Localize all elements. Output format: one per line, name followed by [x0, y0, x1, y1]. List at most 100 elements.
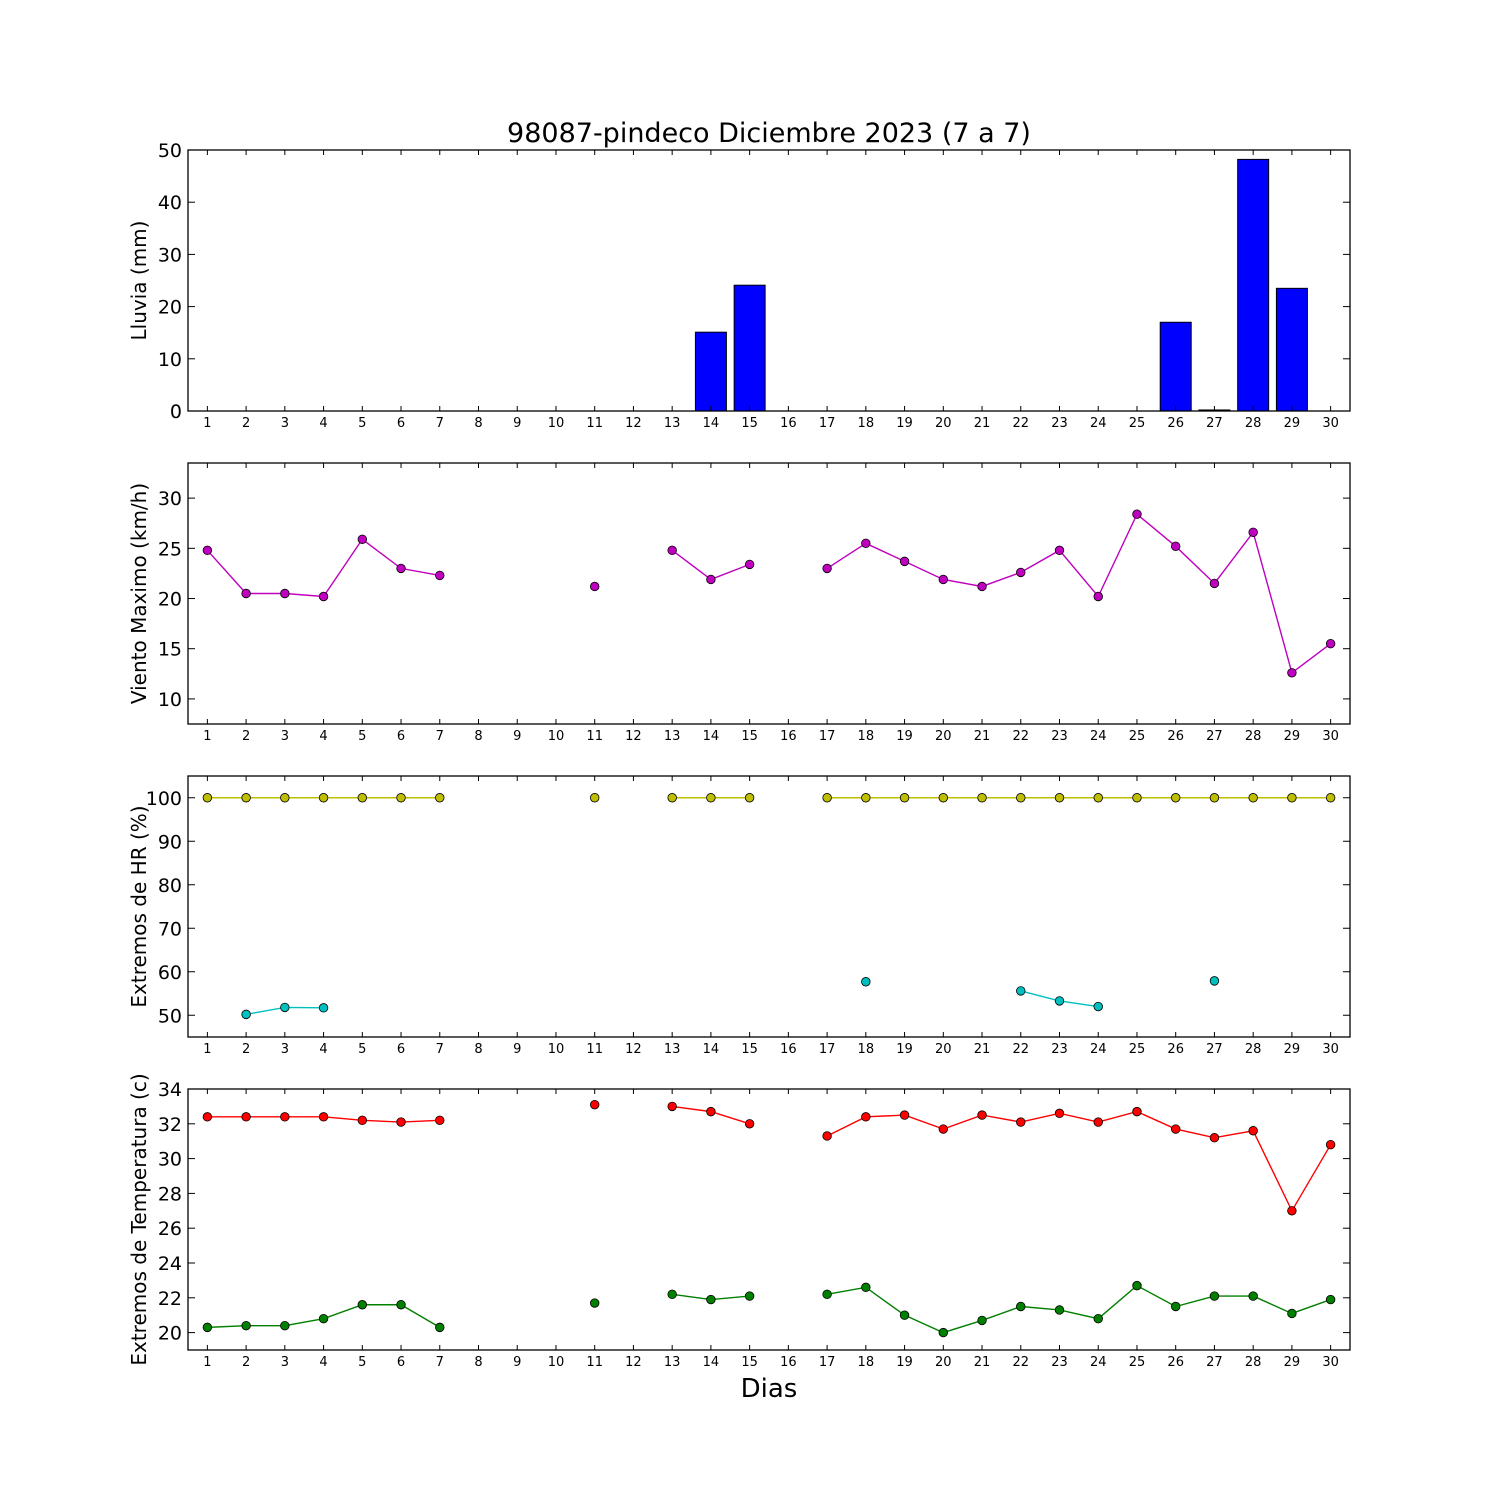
y-axis-label: Extremos de HR (%)	[127, 805, 151, 1007]
x-tick-label: 29	[1284, 729, 1301, 744]
x-tick-label: 21	[974, 729, 991, 744]
y-tick-label: 100	[146, 788, 182, 810]
x-tick-label: 26	[1167, 729, 1184, 744]
x-tick-label: 11	[586, 1355, 603, 1370]
x-tick-label: 4	[319, 416, 327, 431]
x-tick-label: 20	[935, 1355, 952, 1370]
x-tick-label: 30	[1322, 1042, 1339, 1057]
series-1-point-day-5	[357, 534, 368, 544]
series-1-point-day-27	[1209, 1133, 1220, 1143]
x-tick-label: 14	[703, 1355, 720, 1370]
x-tick-label: 19	[896, 416, 913, 431]
y-tick-label: 50	[158, 1005, 182, 1027]
x-tick-label: 10	[548, 729, 565, 744]
x-tick-label: 23	[1051, 416, 1068, 431]
series-1-point-day-30	[1325, 793, 1336, 803]
x-tick-label: 1	[203, 729, 211, 744]
series-2-point-day-1	[202, 1322, 213, 1333]
panel-3: 1 2 3 4 5 6 7 8 9 10 11 12 13 14 15 16 17 18 19 20 21 22 23 24 2…	[127, 775, 1351, 1057]
x-tick-label: 27	[1206, 729, 1223, 744]
series-1-point-day-2	[241, 793, 251, 803]
series-1-point-day-7	[435, 793, 445, 803]
x-tick-label: 18	[858, 416, 875, 431]
x-tick-label: 29	[1284, 416, 1301, 431]
series-1-point-day-4	[318, 591, 329, 602]
x-tick-label: 3	[281, 416, 289, 431]
series-2-point-day-22	[1016, 1301, 1026, 1312]
x-tick-label: 4	[319, 1355, 327, 1370]
x-tick-label: 5	[358, 1355, 366, 1370]
x-tick-label: 22	[1012, 1355, 1029, 1370]
x-tick-label: 2	[242, 416, 250, 431]
series-2-point-day-28	[1248, 1291, 1258, 1301]
series-1-point-day-6	[396, 563, 406, 574]
series-2-point-day-23	[1054, 996, 1065, 1006]
series-2-point-day-6	[396, 1300, 406, 1310]
series-1-point-day-1	[202, 1112, 213, 1122]
x-tick-label: 12	[625, 1355, 642, 1370]
x-tick-label: 25	[1129, 729, 1146, 744]
x-tick-label: 25	[1129, 416, 1146, 431]
series-2-point-day-7	[435, 1322, 445, 1333]
panel-frame	[187, 149, 1351, 412]
y-tick-label: 20	[158, 589, 182, 611]
series-2-point-day-3	[280, 1002, 290, 1013]
series-2-point-day-21	[977, 1315, 987, 1326]
series-2-point-day-5	[357, 1300, 368, 1310]
x-tick-label: 1	[203, 1355, 211, 1370]
x-tick-label: 13	[664, 1042, 681, 1057]
x-tick-label: 2	[242, 1355, 250, 1370]
y-tick-label: 20	[158, 297, 182, 319]
series-1-point-day-6	[396, 793, 406, 803]
bar-day-29	[1275, 287, 1308, 412]
series-2-point-day-4	[318, 1003, 329, 1013]
x-tick-label: 21	[974, 1042, 991, 1057]
series-1-point-day-28	[1248, 527, 1258, 537]
x-tick-label: 23	[1051, 729, 1068, 744]
y-tick-label: 26	[158, 1218, 182, 1240]
series-2-line-segment	[826, 1284, 1331, 1334]
series-1-point-day-23	[1054, 793, 1065, 803]
x-tick-label: 6	[397, 729, 405, 744]
x-tick-label: 16	[780, 1042, 797, 1057]
x-tick-label: 7	[436, 1355, 444, 1370]
y-tick-label: 40	[158, 192, 182, 214]
x-tick-label: 9	[513, 729, 521, 744]
x-tick-label: 2	[242, 1042, 250, 1057]
series-1-point-day-5	[357, 793, 368, 803]
y-tick-label: 32	[158, 1114, 182, 1136]
x-tick-label: 20	[935, 1042, 952, 1057]
series-1-point-day-15	[744, 559, 755, 570]
y-axis-label: Extremos de Temperatura (c)	[127, 1073, 151, 1365]
x-tick-label: 15	[741, 416, 758, 431]
series-1-point-day-21	[977, 1110, 987, 1120]
series-1-point-day-28	[1248, 793, 1258, 803]
x-tick-label: 24	[1090, 416, 1107, 431]
x-tick-label: 5	[358, 729, 366, 744]
x-tick-label: 28	[1245, 416, 1262, 431]
x-tick-label: 30	[1322, 729, 1339, 744]
x-tick-label: 24	[1090, 1355, 1107, 1370]
x-tick-label: 8	[474, 1042, 482, 1057]
series-1-point-day-5	[357, 1115, 368, 1126]
x-tick-label: 9	[513, 1042, 521, 1057]
bar-day-15	[733, 284, 766, 412]
y-tick-label: 30	[158, 488, 182, 510]
series-1-point-day-15	[744, 793, 755, 803]
series-1-point-day-26	[1170, 1124, 1181, 1134]
x-tick-label: 25	[1129, 1042, 1146, 1057]
x-tick-label: 20	[935, 729, 952, 744]
x-tick-label: 28	[1245, 1042, 1262, 1057]
series-1-point-day-14	[706, 1106, 716, 1117]
x-tick-label: 8	[474, 416, 482, 431]
x-tick-label: 6	[397, 1355, 405, 1370]
series-1-point-day-26	[1170, 541, 1181, 552]
series-1-point-day-18	[861, 538, 871, 549]
panel-frame	[187, 775, 1351, 1038]
x-tick-label: 12	[625, 729, 642, 744]
series-1-point-day-4	[318, 793, 329, 803]
x-tick-label: 7	[436, 729, 444, 744]
y-tick-label: 22	[158, 1288, 182, 1310]
series-1-point-day-25	[1132, 509, 1142, 519]
x-tick-label: 9	[513, 416, 521, 431]
